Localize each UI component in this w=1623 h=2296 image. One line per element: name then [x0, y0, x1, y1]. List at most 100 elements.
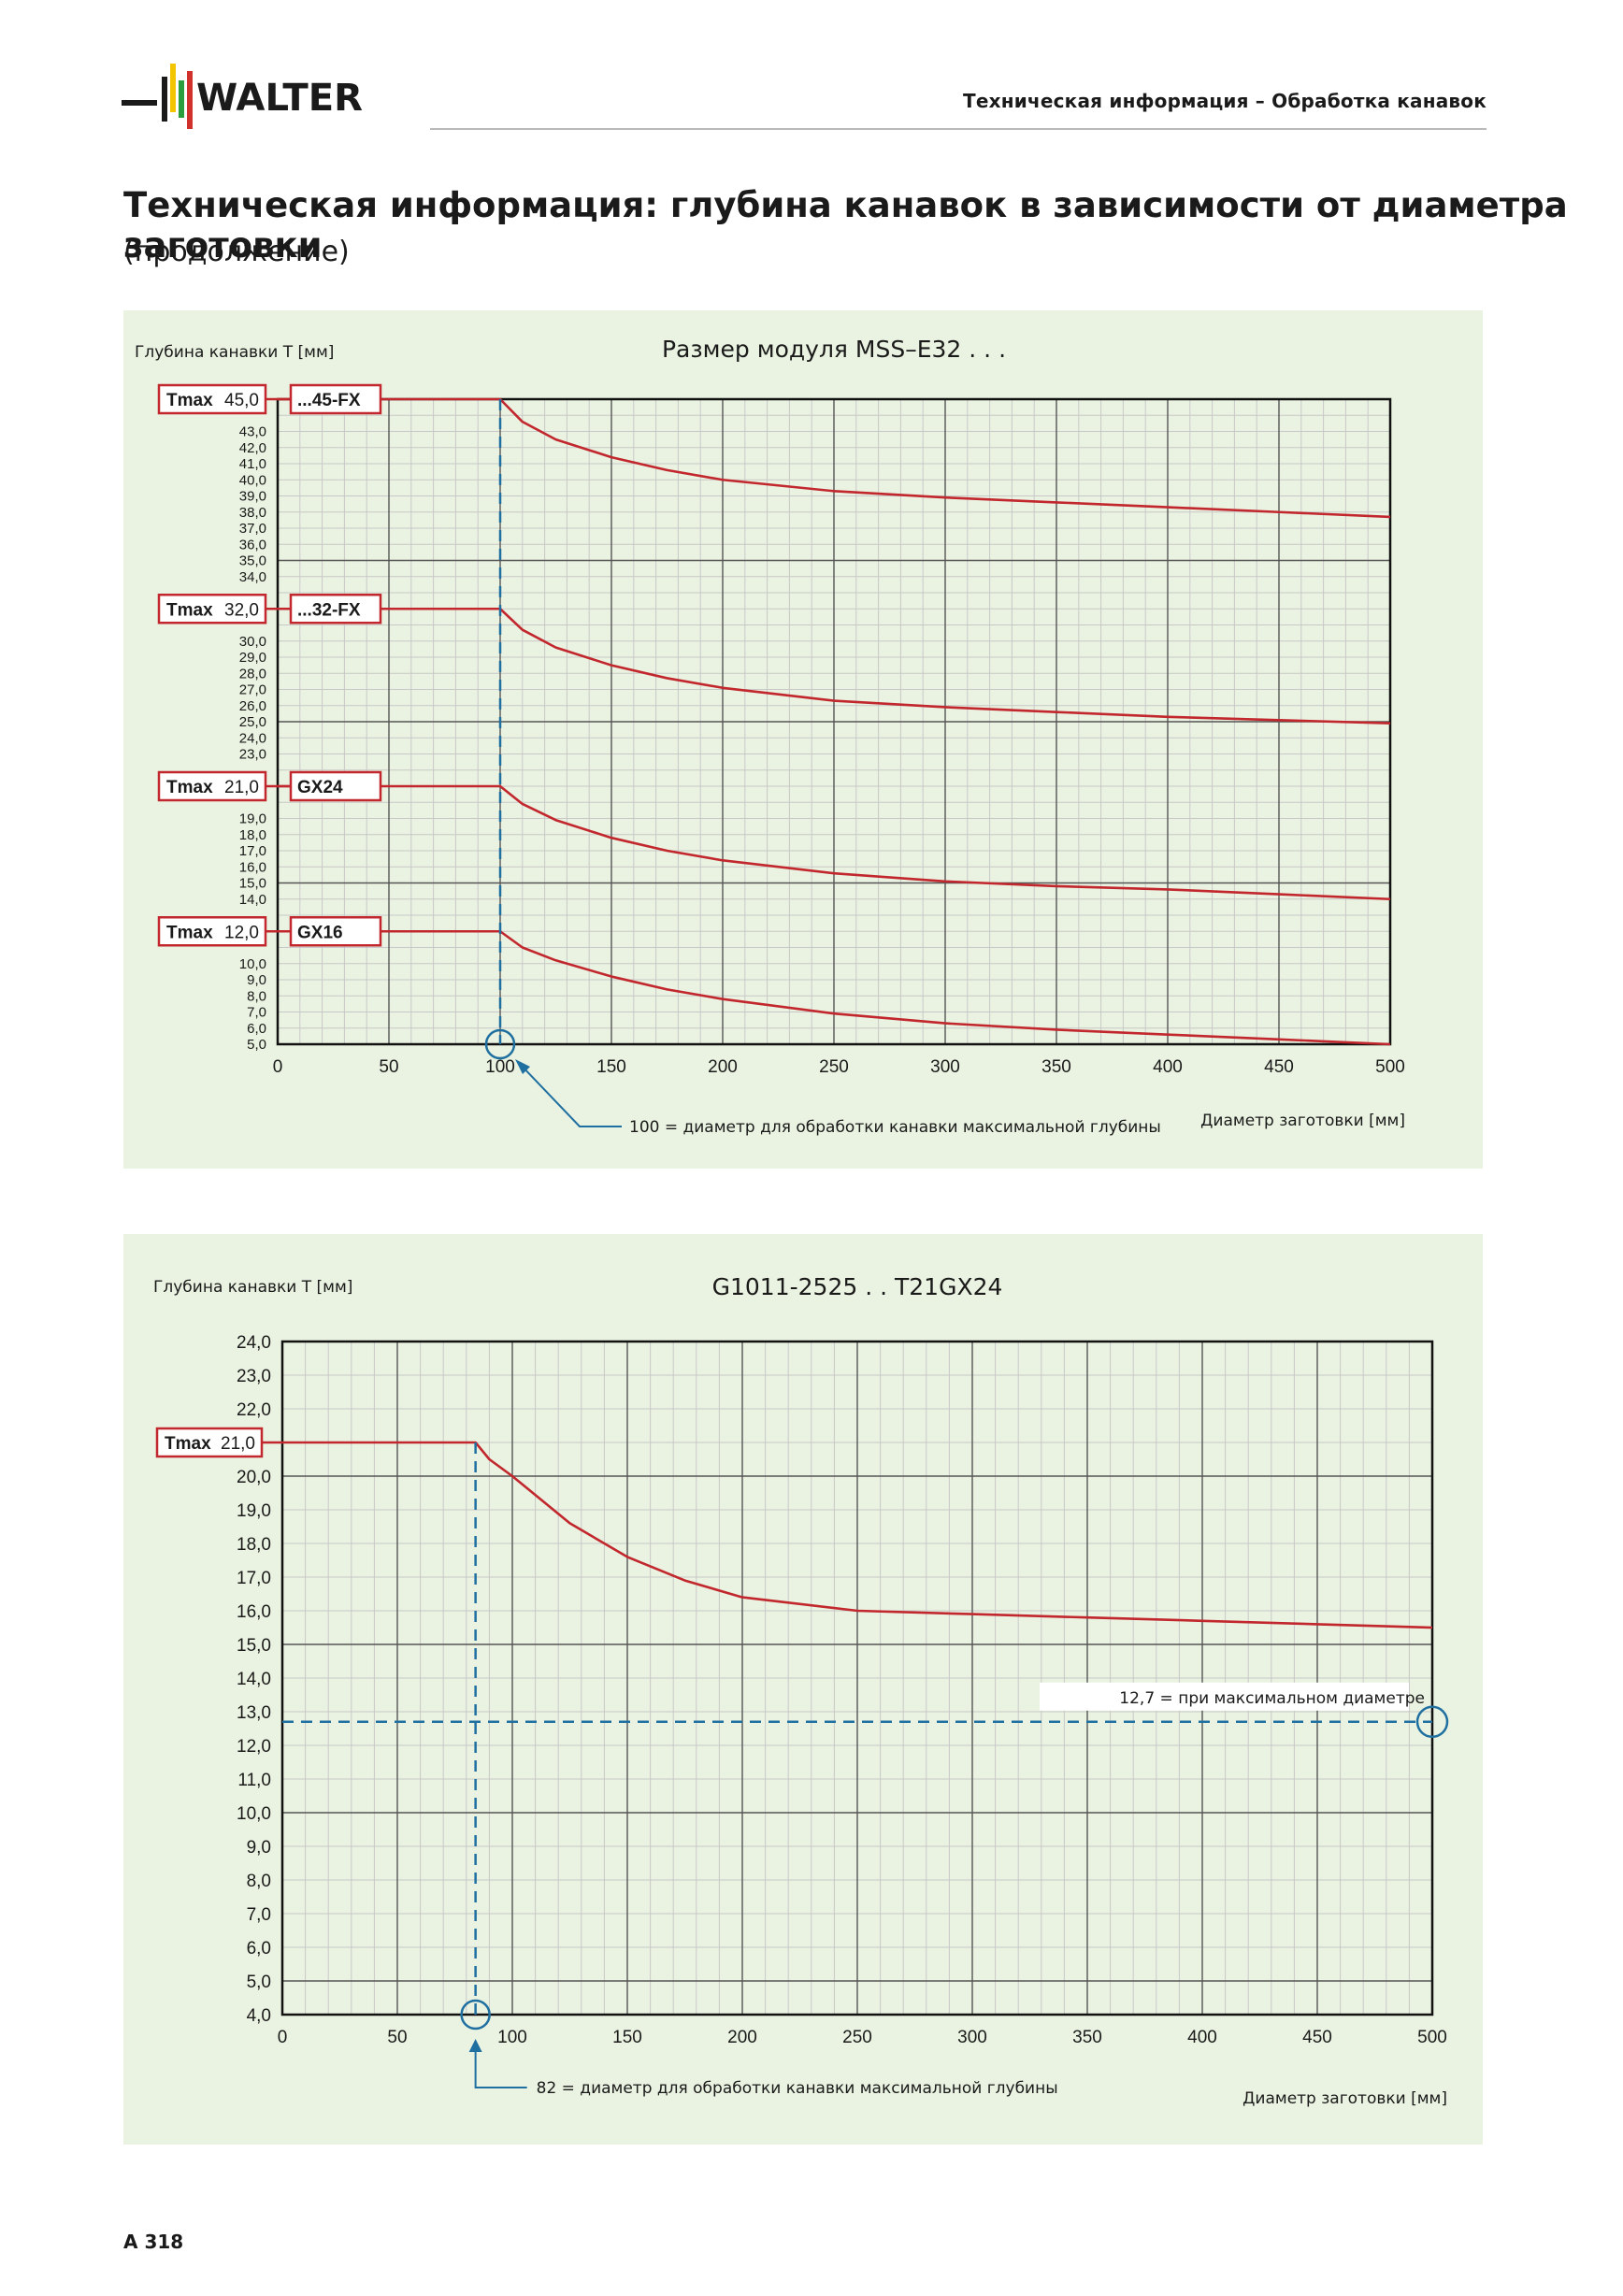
y-tick-label: 37,0 [239, 521, 266, 537]
y-axis-label: Глубина канавки T [мм] [135, 343, 334, 362]
plot-frame [276, 397, 1392, 1046]
chart-title: G1011-2525 . . T21GX24 [712, 1273, 1003, 1300]
max-diameter-depth-marker [1415, 1705, 1449, 1739]
y-tick-label: 5,0 [247, 1037, 266, 1053]
y-tick-label: 19,0 [239, 811, 266, 827]
y-tick-label: 18,0 [237, 1535, 271, 1555]
series-name-box [289, 916, 382, 947]
series-curve [278, 397, 1391, 519]
chart-title: Размер модуля MSS–E32 . . . [662, 336, 1006, 363]
y-tick-label: 43,0 [239, 424, 266, 440]
annotation-text: 82 = диаметр для обработки канавки макси… [537, 2079, 1058, 2098]
x-tick-label: 50 [379, 1057, 398, 1077]
y-tick-label: 19,0 [237, 1501, 271, 1521]
y-tick-label: 9,0 [247, 1838, 271, 1858]
x-axis-label: Диаметр заготовки [мм] [1200, 1112, 1405, 1130]
y-tick-label: 9,0 [247, 972, 266, 988]
y-tick-label: 18,0 [239, 827, 266, 843]
annotation-text: 12,7 = при максимальном диаметре [1119, 1689, 1425, 1708]
logo-wordmark: WALTER [196, 77, 363, 120]
series-name: GX24 [297, 778, 343, 797]
x-tick-label: 300 [957, 2028, 987, 2047]
x-tick-label: 150 [612, 2028, 642, 2047]
x-tick-label: 450 [1302, 2028, 1332, 2047]
y-tick-label: 10,0 [237, 1804, 271, 1824]
tmax-value: 12,0 [224, 923, 259, 942]
y-tick-label: 41,0 [239, 456, 266, 472]
chart-panel-g1011: G1011-2525 . . T21GX24 Глубина канавки T … [123, 1234, 1483, 2145]
y-tick-label: 7,0 [247, 1005, 266, 1021]
page-title: Техническая информация: глубина канавок … [123, 185, 1568, 265]
y-tick-label: 29,0 [239, 650, 266, 666]
x-tick-label: 200 [708, 1057, 738, 1077]
series-name-box [289, 594, 382, 624]
y-tick-label: 15,0 [237, 1636, 271, 1656]
tmax-value: 21,0 [221, 1434, 255, 1454]
x-tick-label: 250 [819, 1057, 849, 1077]
header-divider [430, 128, 1487, 130]
series-name-box [289, 770, 382, 802]
y-tick-label: 12,0 [237, 1737, 271, 1757]
logo-bar-green [179, 80, 184, 118]
y-tick-label: 22,0 [237, 1400, 271, 1420]
annotation-arrowhead [468, 2039, 482, 2052]
tmax-prefix: Tmax [166, 923, 213, 942]
y-tick-label: 38,0 [239, 505, 266, 521]
tmax-box [155, 1427, 264, 1458]
y-tick-label: 34,0 [239, 569, 266, 585]
y-tick-label: 14,0 [237, 1670, 271, 1689]
y-tick-label: 40,0 [239, 472, 266, 488]
series-name: ...32-FX [297, 600, 361, 620]
tmax-box [157, 594, 267, 624]
walter-logo: WALTER [122, 64, 363, 129]
logo-bar-red [187, 71, 193, 129]
y-tick-label: 23,0 [237, 1367, 271, 1386]
x-tick-label: 350 [1041, 1057, 1071, 1077]
y-tick-label: 14,0 [239, 892, 266, 908]
x-tick-label: 100 [497, 2028, 527, 2047]
y-tick-label: 20,0 [237, 1468, 271, 1487]
x-tick-label: 500 [1417, 2028, 1447, 2047]
x-tick-label: 0 [273, 1057, 283, 1077]
y-tick-label: 5,0 [247, 1973, 271, 1992]
tmax-value: 32,0 [224, 600, 259, 620]
plot-frame [280, 1340, 1434, 2016]
max-depth-diameter-marker [484, 1028, 516, 1060]
chart-g1011: G1011-2525 . . T21GX24 Глубина канавки T … [153, 1273, 1449, 2108]
y-tick-label: 15,0 [239, 876, 266, 892]
x-tick-label: 350 [1072, 2028, 1102, 2047]
y-tick-label: 4,0 [247, 2006, 271, 2026]
chart-mss-e32: Размер модуля MSS–E32 . . . Глубина канав… [135, 336, 1405, 1137]
page-subtitle: (продолжение) [123, 236, 350, 268]
y-tick-label: 6,0 [247, 1021, 266, 1037]
y-tick-label: 24,0 [237, 1333, 271, 1353]
max-depth-diameter-marker [460, 1999, 491, 2031]
y-tick-label: 23,0 [239, 747, 266, 763]
annotation-leader [518, 1062, 622, 1127]
tmax-value: 45,0 [224, 391, 259, 410]
y-tick-label: 36,0 [239, 537, 266, 552]
x-tick-label: 200 [727, 2028, 757, 2047]
header-section-title: Техническая информация – Обработка канав… [962, 90, 1487, 112]
y-tick-label: 42,0 [239, 440, 266, 456]
y-tick-label: 13,0 [237, 1703, 271, 1723]
series-curve [278, 784, 1391, 901]
x-tick-label: 300 [930, 1057, 960, 1077]
y-tick-label: 30,0 [239, 634, 266, 650]
y-tick-label: 11,0 [237, 1771, 271, 1790]
y-tick-label: 16,0 [239, 859, 266, 875]
y-tick-label: 10,0 [239, 956, 266, 972]
y-tick-label: 27,0 [239, 682, 266, 698]
x-tick-label: 400 [1187, 2028, 1217, 2047]
y-tick-label: 25,0 [239, 714, 266, 730]
y-tick-label: 7,0 [247, 1905, 271, 1925]
series-curve [278, 607, 1391, 725]
y-tick-label: 26,0 [239, 698, 266, 714]
y-tick-label: 6,0 [247, 1939, 271, 1959]
logo-bar-black [162, 77, 167, 122]
tmax-prefix: Tmax [165, 1434, 211, 1454]
series-name-box [289, 383, 382, 415]
series-name: ...45-FX [297, 391, 361, 410]
x-tick-label: 150 [596, 1057, 626, 1077]
y-tick-label: 28,0 [239, 666, 266, 682]
